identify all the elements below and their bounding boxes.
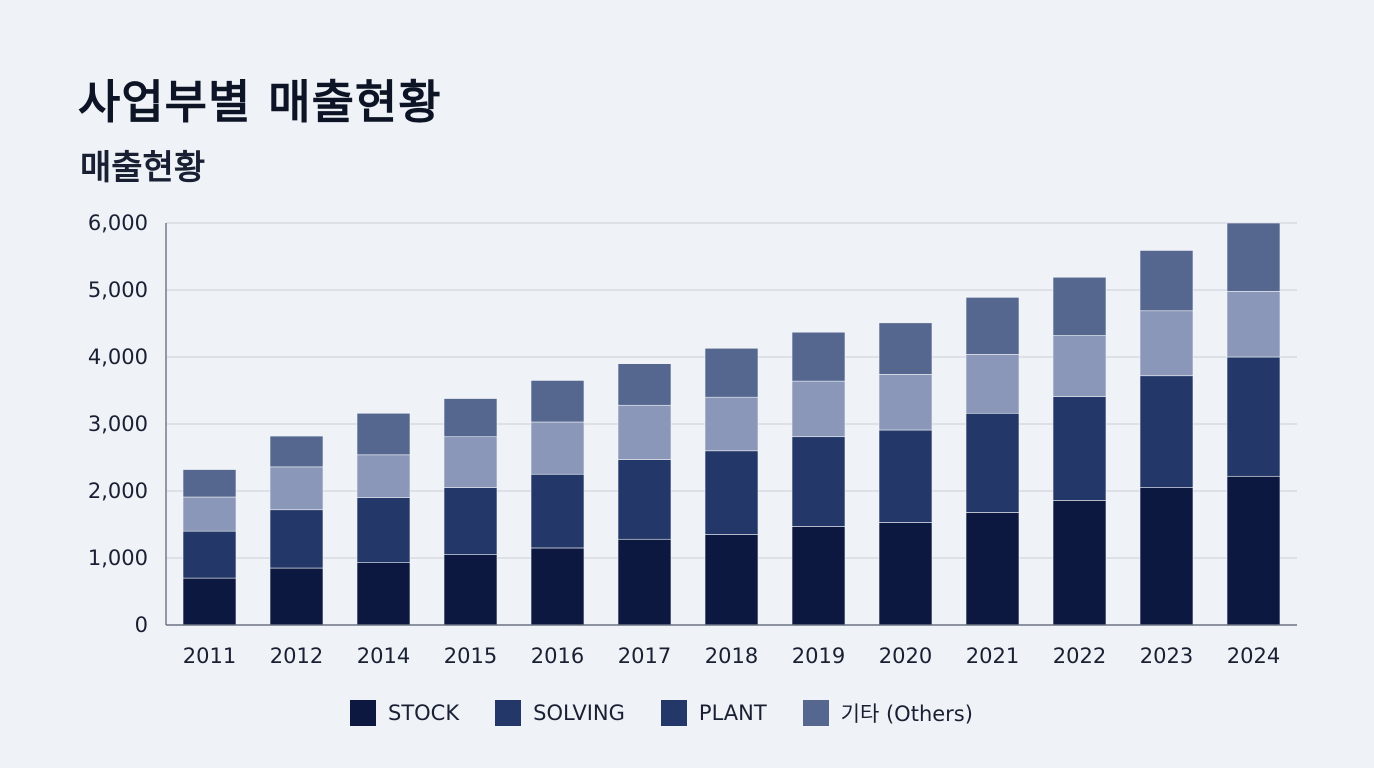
bar-2023-plant	[1139, 310, 1194, 377]
x-tick-label: 2020	[879, 644, 932, 668]
y-tick-label: 5,000	[88, 278, 148, 302]
y-tick-label: 4,000	[88, 345, 148, 369]
bar-2011-기타	[182, 469, 237, 498]
legend-label-stock: STOCK	[388, 701, 460, 725]
bar-2016-solving	[530, 473, 585, 549]
bar-2022-plant	[1052, 335, 1107, 397]
legend-swatch-others	[802, 700, 829, 726]
bar-2018-plant	[704, 396, 759, 452]
bar-2020-stock	[878, 522, 933, 626]
bar-2014-solving	[356, 497, 411, 563]
bar-2024-기타	[1226, 222, 1281, 292]
bar-2012-solving	[269, 509, 324, 569]
y-tick-label: 2,000	[88, 479, 148, 503]
x-tick-label: 2019	[792, 644, 845, 668]
bar-2019-solving	[791, 436, 846, 527]
x-tick-label: 2022	[1053, 644, 1106, 668]
legend-item-plant: PLANT	[660, 700, 767, 726]
x-tick-label: 2016	[531, 644, 584, 668]
legend-swatch-plant	[660, 700, 687, 726]
x-tick-label: 2017	[618, 644, 671, 668]
x-tick-label: 2012	[270, 644, 323, 668]
x-tick-label: 2011	[183, 644, 236, 668]
bar-2019-기타	[791, 331, 846, 382]
y-tick-label: 0	[135, 613, 148, 637]
bar-2019-stock	[791, 526, 846, 626]
legend-label-others: 기타 (Others)	[840, 702, 973, 726]
bar-2020-solving	[878, 429, 933, 523]
legend-item-stock: STOCK	[350, 700, 459, 726]
bar-2015-plant	[443, 436, 498, 488]
x-tick-label: 2023	[1140, 644, 1193, 668]
x-tick-label: 2021	[966, 644, 1019, 668]
bar-2014-stock	[356, 562, 411, 626]
bars	[182, 222, 1281, 626]
y-tick-label: 1,000	[88, 546, 148, 570]
legend-swatch-stock	[350, 700, 376, 726]
bar-2024-stock	[1226, 475, 1281, 626]
bar-2014-plant	[356, 454, 411, 499]
bar-2016-stock	[530, 547, 585, 626]
bar-2021-solving	[965, 412, 1020, 513]
legend-item-solving: SOLVING	[495, 700, 625, 726]
stacked-bar-chart: 0 1,000 2,000 3,000 4,000 5,000 6,000 2011 2012 2…	[88, 211, 1297, 668]
bar-2018-stock	[704, 534, 759, 626]
legend-label-plant: PLANT	[698, 701, 767, 725]
bar-2018-solving	[704, 450, 759, 535]
bar-2021-기타	[965, 297, 1020, 355]
bar-2023-stock	[1139, 487, 1194, 626]
x-tick-label: 2018	[705, 644, 758, 668]
y-tick-label: 6,000	[88, 211, 148, 235]
bar-2017-기타	[617, 363, 672, 406]
legend: STOCK SOLVING PLANT 기타 (Others)	[350, 698, 1009, 728]
legend-swatch-solving	[495, 700, 522, 726]
bar-2015-stock	[443, 554, 498, 626]
bar-2011-plant	[182, 496, 237, 532]
bar-2022-기타	[1052, 276, 1107, 336]
x-tick-label: 2024	[1227, 644, 1280, 668]
bar-2024-plant	[1226, 291, 1281, 358]
axes: 0 1,000 2,000 3,000 4,000 5,000 6,000 2011 2012 2…	[88, 211, 1297, 668]
bar-2022-solving	[1052, 396, 1107, 501]
bar-2018-기타	[704, 347, 759, 398]
bar-2012-기타	[269, 435, 324, 468]
bar-2015-solving	[443, 487, 498, 555]
bar-2023-기타	[1139, 250, 1194, 312]
bar-2017-stock	[617, 538, 672, 626]
page-title: 사업부별 매출현황	[78, 75, 442, 129]
bar-2024-solving	[1226, 356, 1281, 477]
bar-2020-기타	[878, 322, 933, 375]
x-tick-label: 2014	[357, 644, 410, 668]
bar-2017-solving	[617, 459, 672, 540]
bar-2017-plant	[617, 404, 672, 460]
bar-2016-plant	[530, 421, 585, 475]
bar-2016-기타	[530, 380, 585, 423]
x-tick-label: 2015	[444, 644, 497, 668]
bar-2020-plant	[878, 374, 933, 431]
bar-2022-stock	[1052, 500, 1107, 626]
bar-2021-plant	[965, 354, 1020, 414]
y-tick-label: 3,000	[88, 412, 148, 436]
legend-label-solving: SOLVING	[533, 701, 625, 725]
bar-2015-기타	[443, 398, 498, 438]
bar-2012-plant	[269, 466, 324, 511]
legend-item-others: 기타 (Others)	[802, 698, 973, 728]
bar-2011-stock	[182, 577, 237, 626]
bar-2012-stock	[269, 567, 324, 626]
bar-2021-stock	[965, 512, 1020, 626]
page-subtitle: 매출현황	[80, 148, 206, 188]
bar-2023-solving	[1139, 375, 1194, 488]
bar-2011-solving	[182, 530, 237, 579]
bar-2014-기타	[356, 412, 411, 456]
bar-2019-plant	[791, 380, 846, 438]
